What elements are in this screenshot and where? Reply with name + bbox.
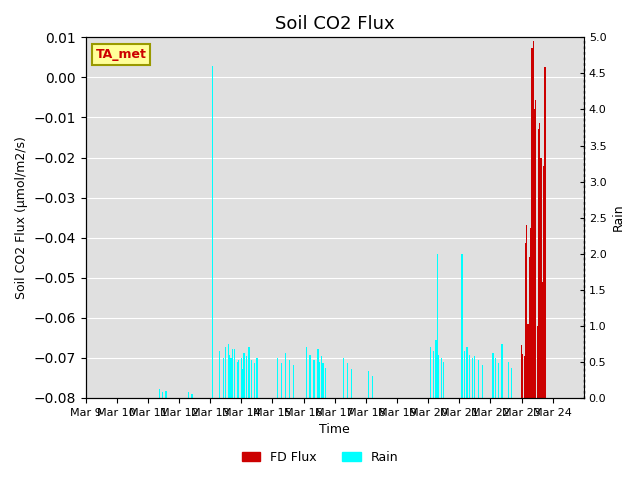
Bar (285, 353, 286, 398)
Bar (522, 354, 524, 398)
Bar (532, 41, 534, 398)
Bar (430, 348, 431, 398)
Bar (461, 254, 463, 398)
Bar (534, 109, 535, 398)
Bar (253, 363, 255, 398)
Bar (314, 360, 315, 398)
Bar (242, 369, 243, 398)
Bar (478, 360, 479, 398)
Bar (191, 394, 193, 398)
Bar (368, 371, 369, 398)
Bar (256, 358, 257, 398)
Bar (524, 356, 525, 398)
Bar (508, 362, 509, 398)
Bar (526, 225, 527, 398)
Bar (229, 355, 230, 398)
Bar (502, 344, 503, 398)
Bar (536, 326, 538, 398)
Bar (544, 67, 545, 398)
Bar (188, 392, 189, 398)
Bar (212, 66, 213, 398)
Text: TA_met: TA_met (95, 48, 147, 61)
Bar (347, 363, 348, 398)
Bar (497, 363, 499, 398)
Bar (317, 349, 319, 398)
Bar (539, 123, 540, 398)
Title: Soil CO2 Flux: Soil CO2 Flux (275, 15, 394, 33)
Bar (219, 351, 220, 398)
Bar (234, 349, 236, 398)
Y-axis label: Rain: Rain (612, 204, 625, 231)
Bar (351, 369, 352, 398)
Bar (277, 358, 278, 398)
Bar (540, 157, 541, 398)
Legend: FD Flux, Rain: FD Flux, Rain (237, 446, 403, 469)
Bar (372, 376, 373, 398)
Bar (223, 358, 224, 398)
Bar (289, 360, 290, 398)
Bar (543, 166, 544, 398)
Bar (511, 368, 512, 398)
Bar (237, 362, 238, 398)
Bar (246, 356, 247, 398)
Bar (161, 392, 163, 398)
Bar (527, 324, 529, 398)
Bar (495, 358, 496, 398)
Bar (159, 389, 160, 398)
Bar (438, 355, 439, 398)
Bar (436, 254, 438, 398)
Y-axis label: Soil CO2 Flux (μmol/m2/s): Soil CO2 Flux (μmol/m2/s) (15, 136, 28, 299)
Bar (248, 348, 250, 398)
Bar (281, 363, 282, 398)
Bar (243, 353, 244, 398)
Bar (433, 351, 434, 398)
Bar (232, 349, 233, 398)
Bar (531, 48, 532, 398)
Bar (492, 353, 493, 398)
Bar (538, 129, 539, 398)
Bar (541, 282, 543, 398)
Bar (325, 368, 326, 398)
X-axis label: Time: Time (319, 423, 350, 436)
Bar (525, 243, 526, 398)
Bar (251, 360, 252, 398)
Bar (292, 365, 294, 398)
Bar (440, 358, 442, 398)
Bar (521, 345, 522, 398)
Bar (469, 355, 470, 398)
Bar (241, 358, 242, 398)
Bar (435, 340, 436, 398)
Bar (529, 257, 530, 398)
Bar (238, 360, 239, 398)
Bar (323, 363, 324, 398)
Bar (472, 358, 473, 398)
Bar (530, 228, 531, 398)
Bar (535, 100, 536, 398)
Bar (321, 356, 323, 398)
Bar (305, 348, 307, 398)
Bar (464, 351, 465, 398)
Bar (225, 348, 227, 398)
Bar (474, 356, 476, 398)
Bar (319, 362, 320, 398)
Bar (443, 362, 444, 398)
Bar (230, 358, 232, 398)
Bar (228, 344, 229, 398)
Bar (482, 365, 483, 398)
Bar (467, 348, 468, 398)
Bar (343, 358, 344, 398)
